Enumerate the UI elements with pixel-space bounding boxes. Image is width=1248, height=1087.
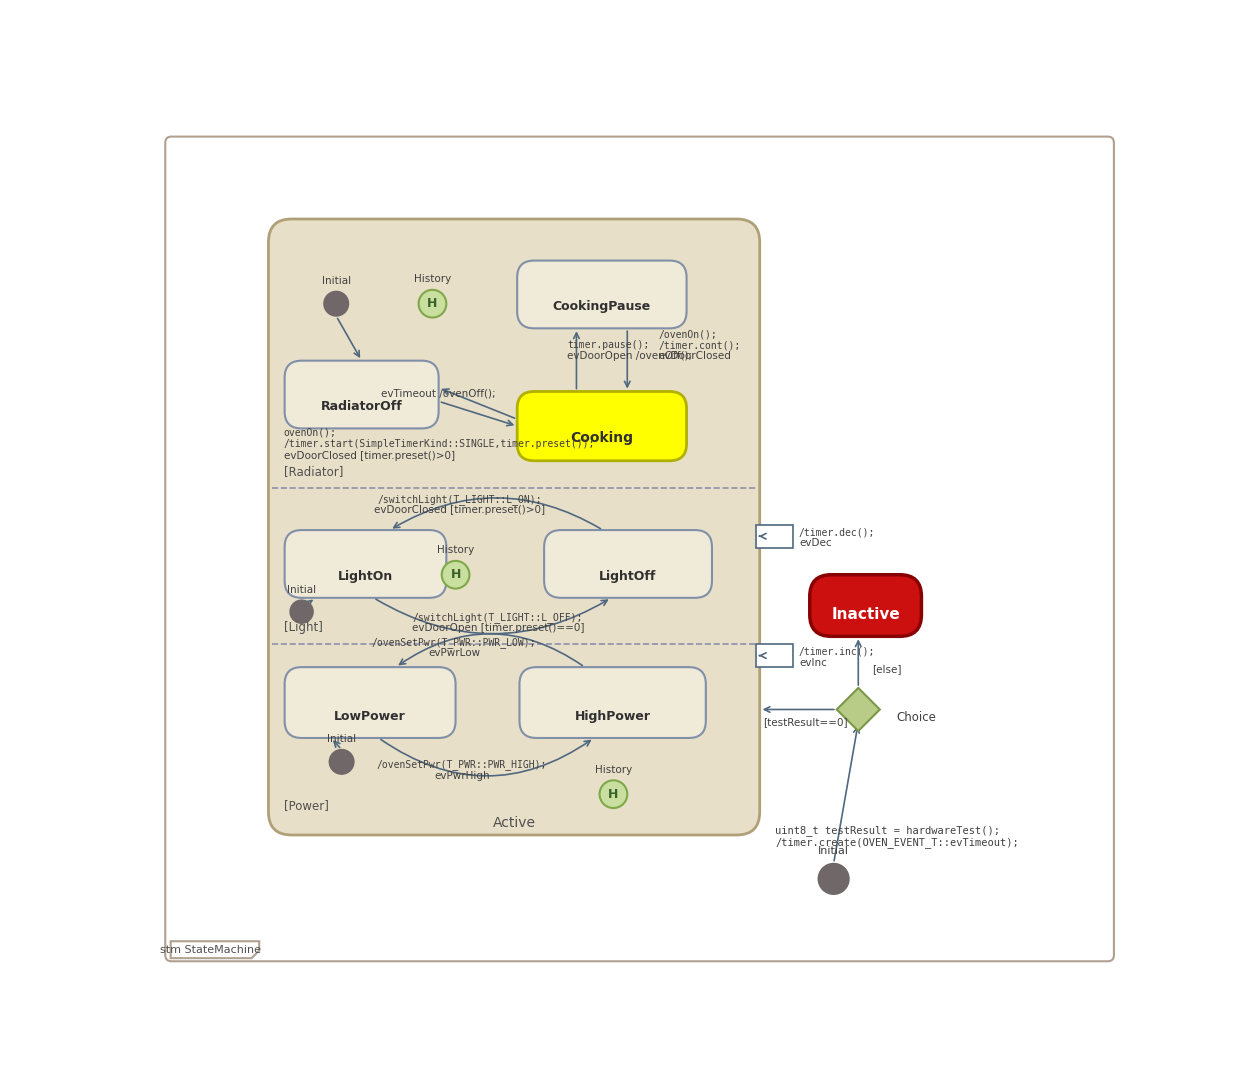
FancyBboxPatch shape xyxy=(810,575,921,636)
FancyBboxPatch shape xyxy=(544,530,711,598)
Polygon shape xyxy=(836,688,880,732)
Text: History: History xyxy=(595,764,631,775)
Text: stm StateMachine: stm StateMachine xyxy=(160,945,261,954)
Text: /timer.create(OVEN_EVENT_T::evTimeout);: /timer.create(OVEN_EVENT_T::evTimeout); xyxy=(775,837,1018,848)
Text: evDoorOpen [timer.preset()==0]: evDoorOpen [timer.preset()==0] xyxy=(412,623,584,633)
Circle shape xyxy=(599,780,628,808)
Text: History: History xyxy=(414,274,451,284)
Text: HighPower: HighPower xyxy=(574,710,650,723)
Text: RadiatorOff: RadiatorOff xyxy=(321,400,403,413)
Circle shape xyxy=(324,291,348,316)
Polygon shape xyxy=(171,941,260,958)
Text: uint8_t testResult = hardwareTest();: uint8_t testResult = hardwareTest(); xyxy=(775,825,1000,836)
FancyBboxPatch shape xyxy=(756,525,792,548)
FancyBboxPatch shape xyxy=(756,644,792,667)
Text: H: H xyxy=(608,788,619,801)
FancyBboxPatch shape xyxy=(517,391,686,461)
Text: H: H xyxy=(427,297,438,310)
FancyBboxPatch shape xyxy=(517,261,686,328)
Text: /ovenSetPwr(T_PWR::PWR_HIGH);: /ovenSetPwr(T_PWR::PWR_HIGH); xyxy=(377,760,547,771)
Text: /timer.dec();: /timer.dec(); xyxy=(799,527,875,537)
Text: [else]: [else] xyxy=(872,664,901,674)
Circle shape xyxy=(290,600,313,623)
Text: LowPower: LowPower xyxy=(334,710,406,723)
Text: evTimeout /ovenOff();: evTimeout /ovenOff(); xyxy=(381,389,495,399)
Text: [testResult==0]: [testResult==0] xyxy=(764,716,849,727)
Text: Inactive: Inactive xyxy=(831,608,900,622)
FancyBboxPatch shape xyxy=(285,530,447,598)
Text: H: H xyxy=(451,569,461,582)
Text: History: History xyxy=(437,545,474,555)
Text: /ovenSetPwr(T_PWR::PWR_LOW);: /ovenSetPwr(T_PWR::PWR_LOW); xyxy=(372,637,537,648)
Text: evDoorClosed [timer.preset()>0]: evDoorClosed [timer.preset()>0] xyxy=(374,505,545,515)
Text: timer.pause();: timer.pause(); xyxy=(568,340,649,350)
Text: Initial: Initial xyxy=(287,585,316,595)
FancyBboxPatch shape xyxy=(165,137,1114,961)
Text: evDoorClosed [timer.preset()>0]: evDoorClosed [timer.preset()>0] xyxy=(283,451,456,461)
Circle shape xyxy=(819,863,849,895)
FancyBboxPatch shape xyxy=(285,667,456,738)
Text: LightOn: LightOn xyxy=(338,570,393,583)
FancyBboxPatch shape xyxy=(268,218,760,835)
Text: /switchLight(T_LIGHT::L_ON);: /switchLight(T_LIGHT::L_ON); xyxy=(377,493,542,504)
Text: evDoorClosed: evDoorClosed xyxy=(658,351,731,361)
Text: /ovenOn();: /ovenOn(); xyxy=(658,329,716,339)
Text: Active: Active xyxy=(493,815,535,829)
Text: ovenOn();: ovenOn(); xyxy=(283,427,337,437)
Text: Initial: Initial xyxy=(322,276,351,286)
Text: Cooking: Cooking xyxy=(570,430,634,445)
Text: /timer.start(SimpleTimerKind::SINGLE,timer.preset());: /timer.start(SimpleTimerKind::SINGLE,tim… xyxy=(283,439,595,449)
Text: [Radiator]: [Radiator] xyxy=(283,465,343,478)
Text: Initial: Initial xyxy=(327,734,356,744)
Text: /switchLight(T_LIGHT::L_OFF);: /switchLight(T_LIGHT::L_OFF); xyxy=(413,612,583,623)
Text: evInc: evInc xyxy=(799,658,827,667)
Text: evPwrLow: evPwrLow xyxy=(428,648,480,659)
Circle shape xyxy=(418,290,447,317)
Text: LightOff: LightOff xyxy=(599,570,656,583)
Text: Initial: Initial xyxy=(819,846,849,857)
Text: evPwrHigh: evPwrHigh xyxy=(434,772,489,782)
Text: CookingPause: CookingPause xyxy=(553,300,651,313)
Text: evDoorOpen /ovenOff();: evDoorOpen /ovenOff(); xyxy=(568,351,693,361)
Circle shape xyxy=(442,561,469,588)
Text: /timer.inc();: /timer.inc(); xyxy=(799,647,875,657)
Text: [Power]: [Power] xyxy=(283,799,328,812)
FancyBboxPatch shape xyxy=(519,667,706,738)
Text: /timer.cont();: /timer.cont(); xyxy=(658,340,740,350)
Circle shape xyxy=(329,750,354,774)
Text: [Light]: [Light] xyxy=(283,621,323,634)
FancyBboxPatch shape xyxy=(285,361,438,428)
Text: Choice: Choice xyxy=(897,711,937,724)
Text: evDec: evDec xyxy=(799,538,831,548)
